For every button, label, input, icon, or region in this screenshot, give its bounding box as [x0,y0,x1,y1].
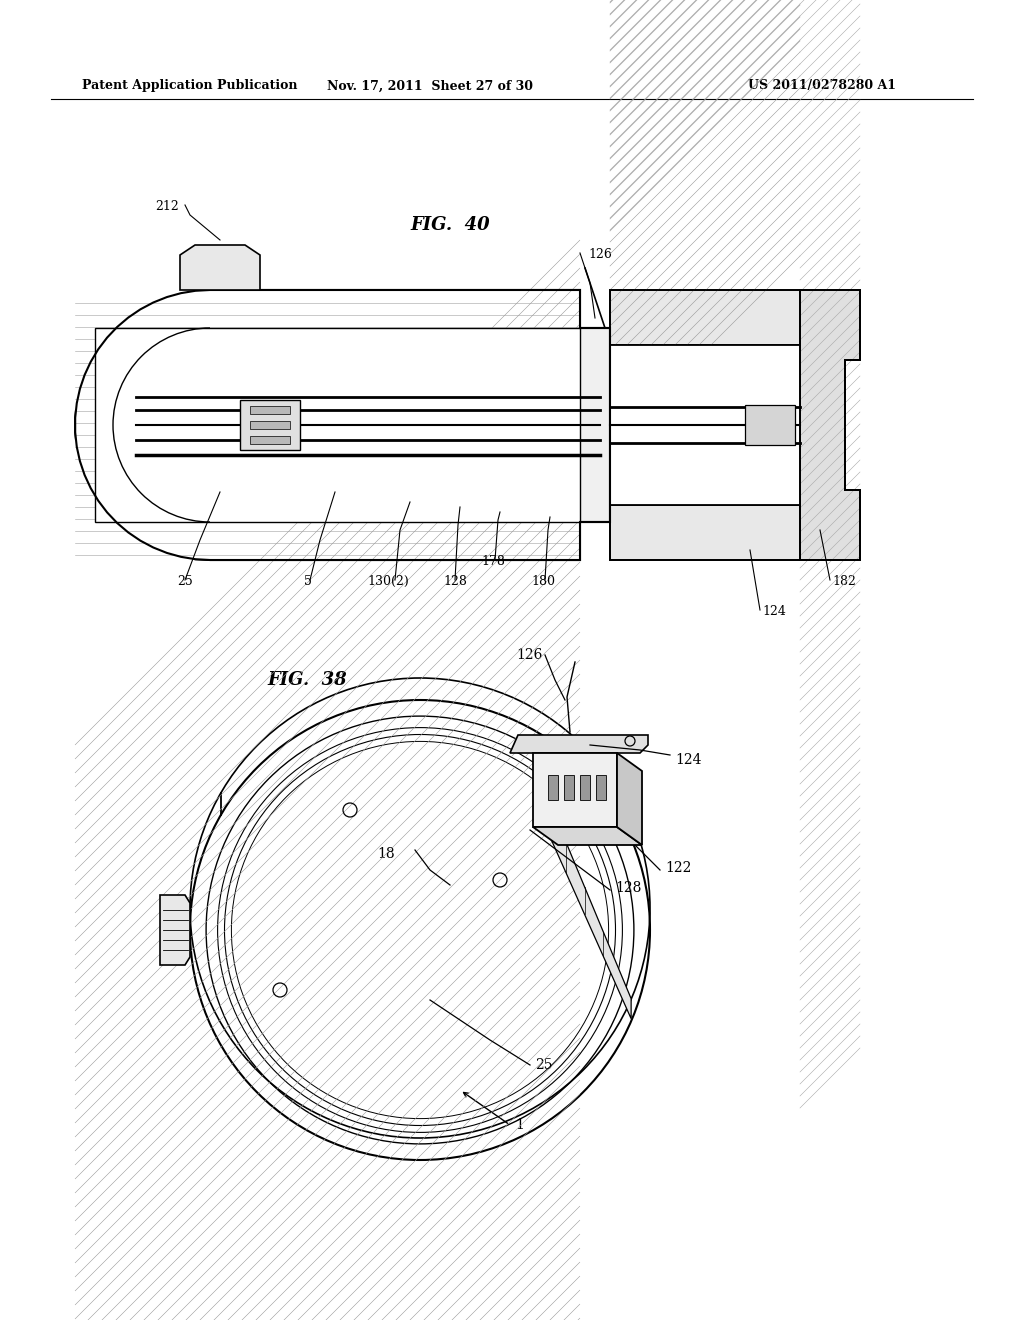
FancyBboxPatch shape [240,400,300,450]
FancyBboxPatch shape [596,775,606,800]
Text: 25: 25 [177,576,193,587]
FancyBboxPatch shape [610,290,800,345]
Text: 130(2): 130(2) [368,576,409,587]
Text: 124: 124 [762,605,785,618]
Text: 128: 128 [443,576,467,587]
FancyBboxPatch shape [610,345,800,506]
Polygon shape [534,752,617,828]
FancyBboxPatch shape [250,436,290,444]
Polygon shape [617,752,642,845]
Text: 178: 178 [481,554,505,568]
Text: 126: 126 [588,248,612,261]
FancyBboxPatch shape [610,506,800,560]
Text: 212: 212 [155,201,179,213]
Text: 180: 180 [531,576,555,587]
Text: FIG.  38: FIG. 38 [267,671,347,689]
Text: 1: 1 [515,1118,524,1133]
Text: Patent Application Publication: Patent Application Publication [82,79,297,92]
Polygon shape [534,828,642,845]
Text: 182: 182 [831,576,856,587]
Text: Nov. 17, 2011  Sheet 27 of 30: Nov. 17, 2011 Sheet 27 of 30 [327,79,534,92]
Text: US 2011/0278280 A1: US 2011/0278280 A1 [748,79,896,92]
Polygon shape [510,735,648,752]
Polygon shape [800,290,860,560]
Text: 18: 18 [378,847,395,861]
FancyBboxPatch shape [250,421,290,429]
Text: 122: 122 [665,861,691,875]
FancyBboxPatch shape [250,407,290,414]
Text: 126: 126 [517,648,543,663]
FancyBboxPatch shape [580,775,590,800]
Text: 124: 124 [675,752,701,767]
Polygon shape [75,290,610,560]
FancyBboxPatch shape [75,290,580,560]
FancyBboxPatch shape [548,775,558,800]
Polygon shape [538,775,631,1019]
Ellipse shape [113,327,307,521]
FancyBboxPatch shape [95,327,580,521]
Text: 25: 25 [535,1059,553,1072]
Text: FIG.  40: FIG. 40 [411,216,489,234]
FancyBboxPatch shape [745,405,795,445]
Text: 128: 128 [615,880,641,895]
Text: 5: 5 [304,576,312,587]
FancyBboxPatch shape [564,775,574,800]
Polygon shape [160,895,190,965]
Polygon shape [180,246,260,290]
